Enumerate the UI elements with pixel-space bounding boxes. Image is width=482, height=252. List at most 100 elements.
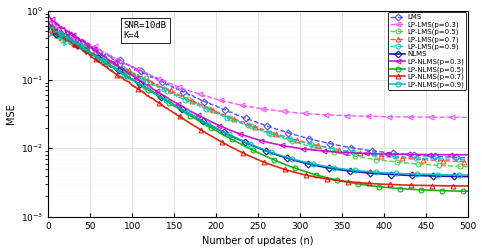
LP-LMS(p=0.3) [246, 105, 252, 108]
LP-NLMS(p=0.3) [248, 136, 254, 139]
NLMS [465, 175, 471, 178]
LP-LMS(p=0.7) [46, 30, 52, 33]
Line: LP-NLMS(p=0.7): LP-NLMS(p=0.7) [47, 22, 470, 188]
LP-LMS(p=0.3) [464, 116, 470, 119]
LP-LMS(p=0.9) [46, 34, 52, 37]
NLMS [248, 144, 254, 147]
LP-LMS(p=0.5) [465, 165, 471, 168]
LP-LMS(p=0.7) [248, 124, 254, 127]
NLMS [455, 175, 461, 178]
LP-LMS(p=0.7) [389, 156, 395, 159]
Line: LMS: LMS [47, 20, 470, 160]
LP-NLMS(p=0.3) [455, 153, 461, 156]
LP-NLMS(p=0.5) [47, 23, 53, 26]
LP-NLMS(p=0.3) [46, 14, 52, 17]
LP-NLMS(p=0.9) [46, 23, 52, 26]
LMS [248, 119, 254, 122]
Y-axis label: MSE: MSE [6, 104, 15, 124]
LP-NLMS(p=0.5) [246, 146, 252, 149]
NLMS [46, 27, 52, 30]
LP-LMS(p=0.9) [48, 31, 54, 34]
Text: SNR=10dB
K=4: SNR=10dB K=4 [124, 21, 167, 41]
LP-NLMS(p=0.5) [46, 24, 52, 27]
LP-LMS(p=0.7) [465, 160, 471, 163]
LMS [465, 156, 471, 159]
LP-LMS(p=0.9) [390, 155, 396, 158]
LMS [389, 152, 395, 155]
LP-LMS(p=0.5) [296, 142, 302, 145]
LP-LMS(p=0.9) [274, 134, 280, 137]
Line: LP-NLMS(p=0.9): LP-NLMS(p=0.9) [47, 23, 470, 178]
LP-LMS(p=0.7) [245, 123, 251, 126]
LP-NLMS(p=0.7) [455, 184, 461, 187]
LP-NLMS(p=0.7) [465, 184, 471, 187]
LP-NLMS(p=0.9) [248, 143, 254, 146]
LP-NLMS(p=0.9) [245, 142, 251, 145]
LP-LMS(p=0.3) [274, 109, 280, 112]
LP-NLMS(p=0.5) [296, 168, 302, 171]
Line: NLMS: NLMS [47, 23, 470, 179]
LP-NLMS(p=0.9) [389, 172, 395, 175]
Line: LP-NLMS(p=0.3): LP-NLMS(p=0.3) [47, 13, 470, 157]
NLMS [274, 153, 280, 156]
LP-NLMS(p=0.5) [274, 160, 280, 163]
LP-NLMS(p=0.7) [390, 183, 396, 186]
LP-NLMS(p=0.5) [465, 190, 471, 193]
Line: LP-LMS(p=0.7): LP-LMS(p=0.7) [47, 29, 470, 164]
LP-LMS(p=0.7) [455, 160, 461, 163]
NLMS [390, 173, 396, 176]
LP-LMS(p=0.3) [455, 116, 461, 119]
LP-LMS(p=0.3) [48, 20, 54, 23]
LP-NLMS(p=0.7) [47, 23, 53, 26]
LP-NLMS(p=0.9) [295, 159, 301, 162]
LP-NLMS(p=0.3) [465, 153, 471, 156]
Line: LP-NLMS(p=0.5): LP-NLMS(p=0.5) [47, 23, 470, 194]
LP-LMS(p=0.9) [465, 158, 471, 161]
LP-NLMS(p=0.9) [273, 152, 279, 155]
LP-NLMS(p=0.3) [389, 153, 395, 156]
X-axis label: Number of updates (n): Number of updates (n) [202, 236, 314, 246]
LP-NLMS(p=0.7) [274, 165, 280, 168]
LMS [455, 156, 461, 159]
LP-LMS(p=0.7) [273, 132, 279, 135]
LP-LMS(p=0.9) [296, 140, 302, 143]
Line: LP-LMS(p=0.9): LP-LMS(p=0.9) [47, 30, 470, 162]
LMS [245, 118, 251, 121]
LP-NLMS(p=0.7) [46, 24, 52, 27]
LP-NLMS(p=0.9) [465, 174, 471, 177]
LP-NLMS(p=0.7) [246, 154, 252, 157]
LP-LMS(p=0.3) [46, 20, 52, 23]
LP-LMS(p=0.3) [248, 106, 254, 109]
LP-NLMS(p=0.3) [245, 135, 251, 138]
LP-LMS(p=0.3) [390, 115, 396, 118]
LP-NLMS(p=0.7) [248, 155, 254, 158]
LP-LMS(p=0.5) [246, 124, 252, 127]
NLMS [48, 23, 54, 26]
Line: LP-LMS(p=0.5): LP-LMS(p=0.5) [47, 28, 470, 169]
LP-NLMS(p=0.7) [296, 172, 302, 175]
NLMS [246, 142, 252, 145]
LP-NLMS(p=0.9) [455, 174, 461, 177]
LP-LMS(p=0.9) [246, 124, 252, 128]
LP-LMS(p=0.5) [47, 29, 53, 32]
LP-LMS(p=0.5) [46, 29, 52, 32]
LP-LMS(p=0.5) [455, 165, 461, 168]
LP-LMS(p=0.3) [296, 111, 302, 114]
LP-NLMS(p=0.5) [390, 186, 396, 190]
LP-NLMS(p=0.5) [455, 190, 461, 193]
LP-LMS(p=0.3) [465, 116, 471, 119]
LP-LMS(p=0.5) [390, 160, 396, 163]
LP-NLMS(p=0.3) [273, 143, 279, 146]
LP-NLMS(p=0.5) [248, 148, 254, 151]
LP-LMS(p=0.9) [248, 125, 254, 128]
Line: LP-LMS(p=0.3): LP-LMS(p=0.3) [47, 19, 470, 120]
LMS [295, 134, 301, 137]
LMS [46, 21, 52, 24]
LP-NLMS(p=0.3) [295, 147, 301, 150]
LP-LMS(p=0.9) [455, 158, 461, 161]
LP-LMS(p=0.7) [295, 139, 301, 142]
Legend: LMS, LP-LMS(p=0.3), LP-LMS(p=0.5), LP-LMS(p=0.7), LP-LMS(p=0.9), NLMS, LP-NLMS(p: LMS, LP-LMS(p=0.3), LP-LMS(p=0.5), LP-LM… [388, 12, 467, 90]
LP-LMS(p=0.5) [248, 125, 254, 128]
LP-LMS(p=0.5) [274, 134, 280, 137]
LMS [273, 127, 279, 130]
